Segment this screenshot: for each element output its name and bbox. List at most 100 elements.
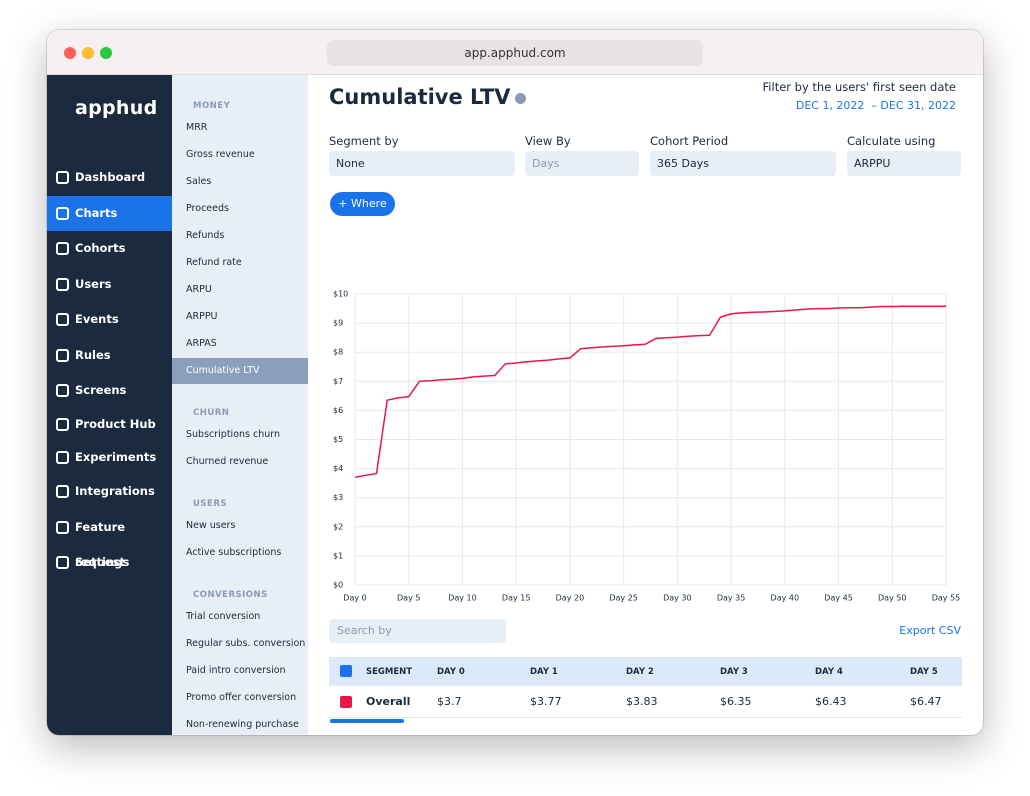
sidebar: apphud Dashboard Charts Cohorts Users Events…	[47, 75, 172, 735]
nav-icon	[56, 521, 69, 534]
x-tick-label: Day 10	[448, 594, 477, 603]
export-button[interactable]: Export CSV	[899, 624, 961, 637]
x-tick-label: Day 45	[824, 594, 853, 603]
nav-item[interactable]: Feature request	[47, 510, 172, 569]
column-header: DAY 3	[720, 666, 748, 677]
subnav-item[interactable]: Cumulative LTV	[172, 358, 308, 384]
browser-window: app.apphud.com apphud Dashboard Charts Coh…	[47, 30, 983, 735]
nav-icon	[56, 207, 69, 220]
nav-icon	[56, 451, 69, 464]
nav-item[interactable]: Rules	[47, 338, 172, 373]
subnav-item[interactable]: Sales	[186, 176, 212, 187]
subnav-item[interactable]: ARPPU	[186, 311, 218, 322]
where-button[interactable]: + Where	[330, 192, 395, 216]
subnav-item[interactable]: Churned revenue	[186, 456, 269, 467]
nav-item[interactable]: Settings	[47, 545, 172, 580]
subnav-item[interactable]: Proceeds	[186, 203, 229, 214]
y-tick-label: $5	[333, 435, 343, 444]
column-header: DAY 5	[910, 666, 938, 677]
help-icon[interactable]	[514, 92, 526, 104]
nav-icon	[56, 242, 69, 255]
subnav-item[interactable]: Non-renewing purchase	[186, 719, 299, 730]
column-header: DAY 2	[626, 666, 654, 677]
nav-icon	[56, 556, 69, 569]
nav-item[interactable]: Cohorts	[47, 231, 172, 266]
select[interactable]: 365 Days	[650, 151, 836, 176]
y-tick-label: $6	[333, 406, 343, 415]
line-series	[354, 305, 946, 479]
column-header[interactable]: SEGMENT	[366, 666, 413, 677]
close-button[interactable]	[64, 47, 76, 59]
nav-item[interactable]: Dashboard	[47, 160, 172, 195]
nav-item[interactable]: Product Hub	[47, 407, 172, 442]
page-title: Cumulative LTV	[329, 85, 526, 109]
filter-label: Filter by the users' first seen date	[762, 80, 956, 94]
column-header: DAY 0	[437, 666, 465, 677]
section-heading: MONEY	[193, 101, 231, 111]
search-input[interactable]: Search by	[329, 619, 506, 643]
y-tick-label: $8	[333, 348, 343, 357]
subnav-item[interactable]: ARPAS	[186, 338, 217, 349]
x-tick-label: Day 5	[397, 594, 420, 603]
select-all-checkbox[interactable]	[340, 665, 352, 677]
table-cell: $3.77	[530, 695, 562, 708]
control-label: Segment by	[329, 134, 399, 148]
nav-icon	[56, 485, 69, 498]
column-header: DAY 4	[815, 666, 843, 677]
control-label: View By	[525, 134, 571, 148]
subnav-item[interactable]: Paid intro conversion	[186, 665, 286, 676]
control-label: Cohort Period	[650, 134, 729, 148]
x-tick-label: Day 30	[663, 594, 692, 603]
subnav-item[interactable]: Regular subs. conversion	[186, 638, 306, 649]
logo: apphud	[75, 97, 158, 119]
y-tick-label: $1	[333, 551, 343, 560]
title-text: Cumulative LTV	[329, 85, 511, 109]
subnav-item[interactable]: Gross revenue	[186, 149, 255, 160]
table-cell: $6.43	[815, 695, 847, 708]
y-tick-label: $0	[333, 581, 343, 590]
subnav-item[interactable]: New users	[186, 520, 236, 531]
subnav-item[interactable]: Refunds	[186, 230, 225, 241]
nav-item[interactable]: Experiments	[47, 440, 172, 475]
table-cell: $3.83	[626, 695, 658, 708]
subnav-item[interactable]: Refund rate	[186, 257, 242, 268]
control-label: Calculate using	[847, 134, 936, 148]
nav-item[interactable]: Integrations	[47, 474, 172, 509]
select[interactable]: ARPPU	[847, 151, 961, 176]
column-header: DAY 1	[530, 666, 558, 677]
nav-icon	[56, 171, 69, 184]
minimize-button[interactable]	[82, 47, 94, 59]
date-range[interactable]: DEC 1, 2022 – DEC 31, 2022	[795, 99, 956, 112]
select[interactable]: Days	[525, 151, 639, 176]
row-checkbox[interactable]	[340, 696, 352, 708]
subnav-item[interactable]: Promo offer conversion	[186, 692, 297, 703]
x-tick-label: Day 55	[932, 594, 961, 603]
subnav-item[interactable]: ARPU	[186, 284, 212, 295]
subnav-item[interactable]: Trial conversion	[186, 611, 261, 622]
nav-icon	[56, 349, 69, 362]
sub-sidebar: MONEY MRR Gross revenue Sales Proceeds Refund…	[172, 75, 308, 735]
title-bar: app.apphud.com	[47, 30, 983, 75]
nav-item[interactable]: Users	[47, 267, 172, 302]
y-tick-label: $4	[333, 464, 343, 473]
select[interactable]: None	[329, 151, 515, 176]
zoom-button[interactable]	[100, 47, 112, 59]
section-heading: CHURN	[193, 408, 230, 418]
chart: $0 $1 $2 $3 $4 $5 $6 $7 $8 $9 $10 Day 0 Day 5 Day 10 D…	[333, 290, 961, 603]
table-cell: $3.7	[437, 695, 462, 708]
nav-item[interactable]: Charts	[47, 196, 172, 231]
nav-icon	[56, 313, 69, 326]
x-tick-label: Day 50	[878, 594, 907, 603]
nav-item[interactable]: Screens	[47, 373, 172, 408]
subnav-item[interactable]: Active subscriptions	[186, 547, 282, 558]
address-bar[interactable]: app.apphud.com	[327, 40, 703, 66]
table-cell: $6.35	[720, 695, 752, 708]
nav-icon	[56, 278, 69, 291]
table-header: SEGMENT DAY 0 DAY 1 DAY 2 DAY 3 DAY 4 DAY 5	[329, 657, 962, 686]
nav-item[interactable]: Events	[47, 302, 172, 337]
y-tick-label: $3	[333, 493, 343, 502]
subnav-item[interactable]: MRR	[186, 122, 208, 133]
subnav-item[interactable]: Subscriptions churn	[186, 429, 281, 440]
x-tick-label: Day 40	[771, 594, 800, 603]
